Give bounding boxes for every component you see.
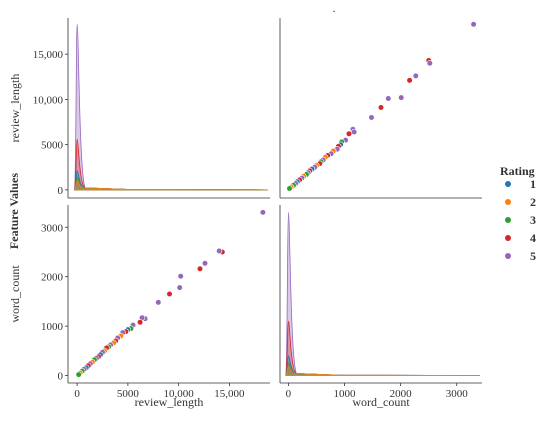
chart-title: . bbox=[333, 1, 336, 15]
y-tick-label: 3000 bbox=[41, 222, 64, 234]
density-curve-rating-5 bbox=[73, 23, 269, 191]
x-axis-label-review-length: review_length bbox=[135, 395, 204, 409]
scatter-point bbox=[351, 128, 358, 136]
legend-label: 1 bbox=[530, 177, 536, 191]
scatter-point bbox=[470, 21, 477, 28]
x-tick-label: 1000 bbox=[334, 388, 357, 400]
legend-label: 4 bbox=[530, 231, 536, 245]
scatter-point bbox=[259, 209, 267, 216]
scatter-point bbox=[216, 247, 223, 255]
density-curve-rating-4 bbox=[285, 320, 481, 376]
scatter-point bbox=[412, 72, 419, 79]
y-tick-label: 5000 bbox=[41, 140, 64, 152]
y-axis-label-review-length: review_length bbox=[8, 74, 22, 143]
panel-scatter-word-vs-review bbox=[279, 18, 482, 199]
y-tick-label: 0 bbox=[58, 185, 64, 197]
y-tick-label: 0 bbox=[58, 371, 64, 383]
legend-marker bbox=[505, 181, 511, 187]
panel-density-word-count: 0 1000 2000 3000 bbox=[279, 205, 482, 400]
x-tick-label: 0 bbox=[74, 388, 80, 400]
scatter-point bbox=[345, 130, 353, 137]
legend-marker bbox=[505, 199, 511, 205]
legend-label: 3 bbox=[530, 213, 536, 227]
scatter-point bbox=[385, 95, 392, 102]
x-tick-label: 10,000 bbox=[164, 388, 195, 400]
legend-marker bbox=[505, 235, 511, 241]
legend: Rating 1 2 3 4 5 bbox=[500, 164, 536, 263]
legend-label: 2 bbox=[530, 195, 536, 209]
scatter-point bbox=[426, 60, 433, 67]
y-tick-label: 10,000 bbox=[33, 94, 64, 106]
legend-marker bbox=[505, 217, 511, 223]
panel-density-review-length: 0 5000 10,000 15,000 bbox=[33, 18, 270, 199]
density-curve-rating-5 bbox=[285, 212, 481, 376]
scatter-point bbox=[137, 319, 144, 326]
scatter-point bbox=[196, 265, 204, 272]
x-tick-label: 5000 bbox=[117, 388, 140, 400]
density-curve-rating-3 bbox=[285, 362, 481, 376]
scatter-point bbox=[177, 273, 184, 280]
legend-label: 5 bbox=[530, 249, 536, 263]
x-tick-label: 0 bbox=[286, 388, 292, 400]
x-tick-label: 15,000 bbox=[214, 388, 245, 400]
scatter-point bbox=[398, 94, 405, 101]
density-curve-rating-1 bbox=[73, 170, 269, 191]
density-curve-rating-2 bbox=[73, 180, 269, 191]
x-tick-label: 2000 bbox=[390, 388, 413, 400]
scatter-point bbox=[406, 77, 413, 84]
scatter-point bbox=[75, 371, 82, 378]
y-tick-label: 15,000 bbox=[33, 49, 64, 61]
panel-scatter-review-vs-word: 0 1000 2000 3000 0 5000 10,000 15,000 bbox=[41, 205, 270, 400]
y-tick-label: 1000 bbox=[41, 321, 64, 333]
density-curve-rating-1 bbox=[285, 355, 481, 376]
scatter-point bbox=[166, 290, 173, 298]
density-curve-rating-3 bbox=[73, 176, 269, 191]
scatter-point bbox=[201, 260, 209, 267]
legend-title: Rating bbox=[500, 164, 535, 178]
scatter-point bbox=[368, 114, 375, 121]
x-axis-label-word-count: word_count bbox=[352, 395, 410, 409]
scatter-point bbox=[176, 284, 183, 291]
y-tick-label: 2000 bbox=[41, 272, 64, 284]
y-axis-label-word-count: word_count bbox=[8, 265, 22, 323]
scatter-point bbox=[377, 104, 385, 111]
scatter-point bbox=[286, 185, 293, 192]
x-tick-label: 3000 bbox=[446, 388, 469, 400]
density-curve-rating-2 bbox=[285, 366, 481, 376]
y-axis-title: Feature Values bbox=[7, 173, 21, 249]
density-curve-rating-4 bbox=[73, 138, 269, 191]
legend-marker bbox=[505, 253, 511, 259]
scatter-point bbox=[155, 299, 162, 306]
